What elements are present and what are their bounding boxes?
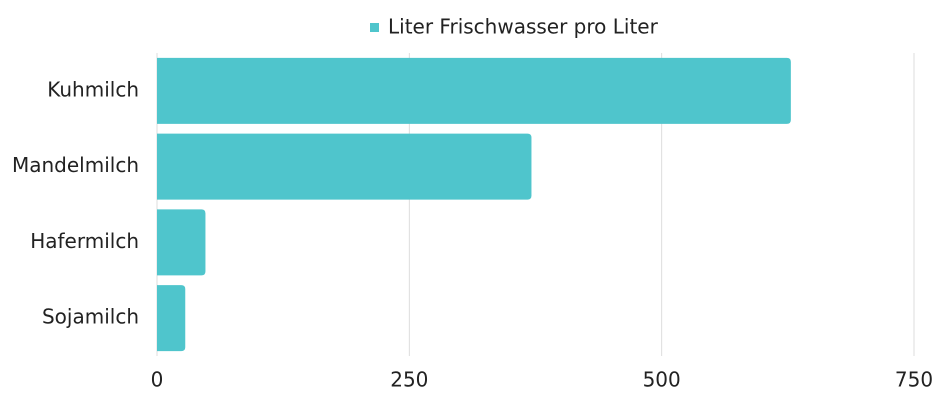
x-tick-label: 500 xyxy=(643,368,681,392)
bar xyxy=(157,209,206,276)
legend-label: Liter Frischwasser pro Liter xyxy=(388,15,659,39)
y-tick-label: Hafermilch xyxy=(30,229,139,253)
bar xyxy=(157,133,532,200)
legend-swatch xyxy=(370,23,379,32)
y-tick-label: Mandelmilch xyxy=(12,153,139,177)
x-tick-label: 0 xyxy=(151,368,164,392)
y-tick-label: Kuhmilch xyxy=(47,77,139,101)
y-tick-label: Sojamilch xyxy=(42,305,139,329)
x-tick-label: 250 xyxy=(390,368,428,392)
bar xyxy=(157,285,186,352)
bar xyxy=(157,57,791,124)
x-tick-label: 750 xyxy=(895,368,933,392)
